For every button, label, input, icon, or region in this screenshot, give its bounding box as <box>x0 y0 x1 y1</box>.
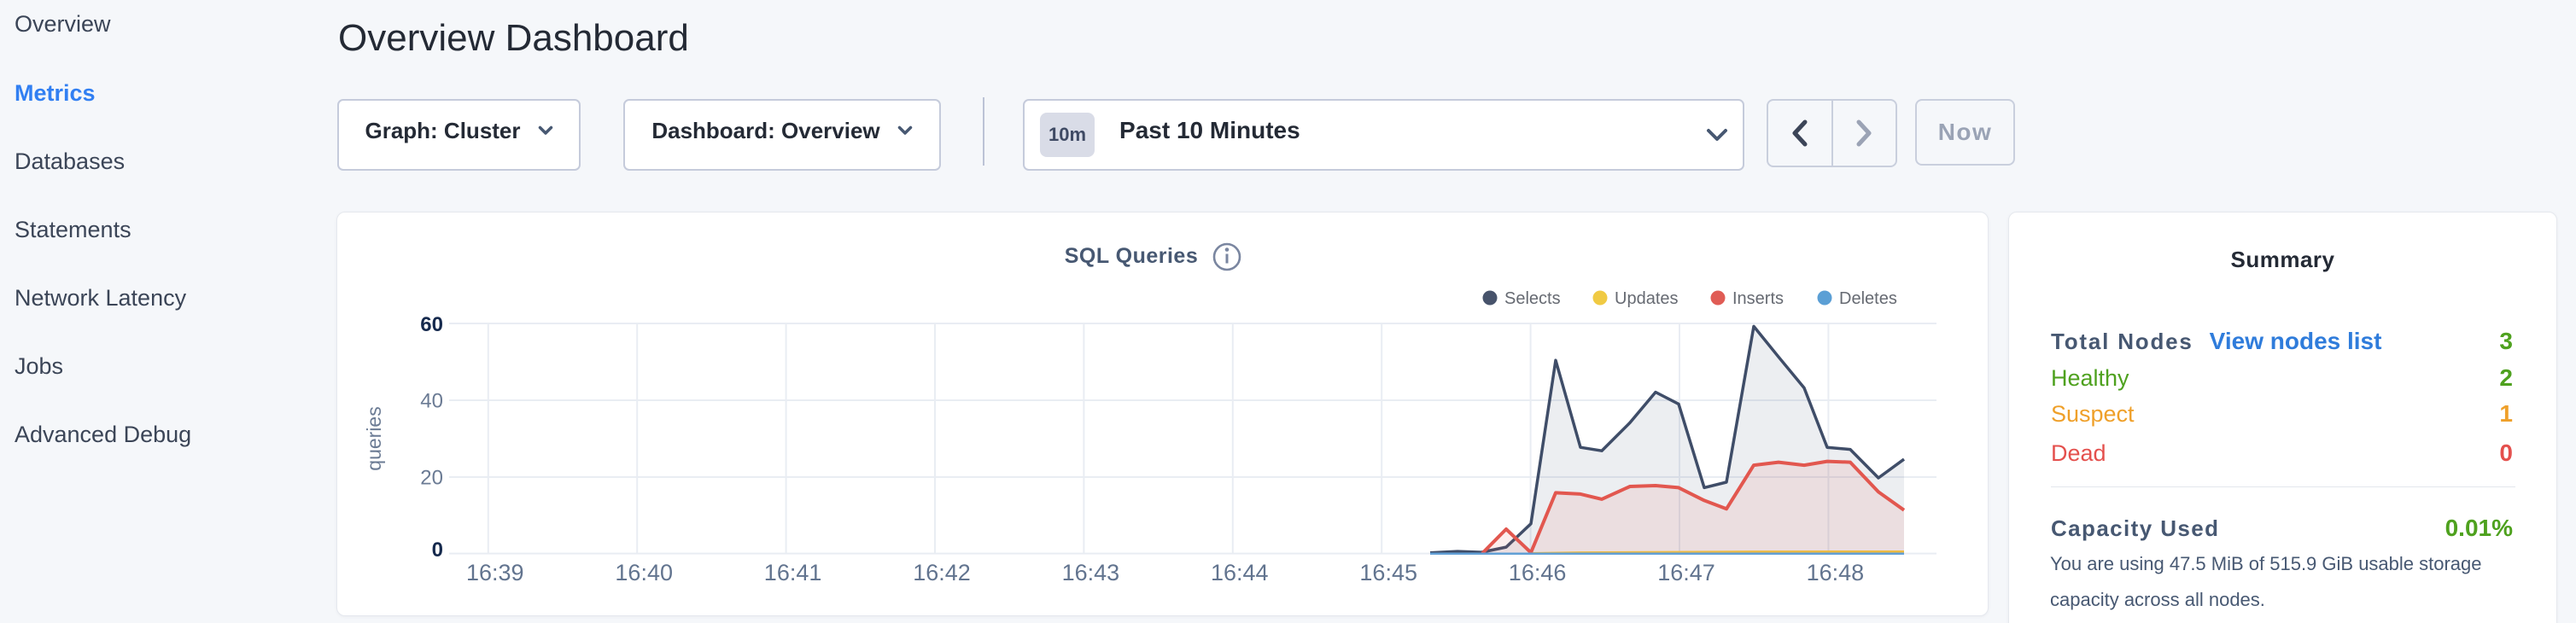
svg-text:40: 40 <box>420 390 443 413</box>
svg-text:60: 60 <box>420 313 443 336</box>
svg-text:16:45: 16:45 <box>1359 560 1417 585</box>
svg-text:16:47: 16:47 <box>1657 560 1715 585</box>
svg-text:16:43: 16:43 <box>1062 560 1120 585</box>
svg-text:16:40: 16:40 <box>615 560 673 585</box>
svg-text:0: 0 <box>432 539 443 562</box>
svg-text:16:39: 16:39 <box>466 560 524 585</box>
svg-text:16:42: 16:42 <box>913 560 971 585</box>
svg-text:16:44: 16:44 <box>1211 560 1269 585</box>
svg-text:queries: queries <box>363 406 385 470</box>
svg-text:Selects: Selects <box>1504 289 1561 308</box>
svg-text:SQL Queries: SQL Queries <box>1065 244 1199 268</box>
svg-text:16:46: 16:46 <box>1509 560 1567 585</box>
svg-text:Updates: Updates <box>1615 289 1679 308</box>
svg-text:16:48: 16:48 <box>1807 560 1865 585</box>
svg-text:16:41: 16:41 <box>764 560 822 585</box>
svg-text:Inserts: Inserts <box>1732 289 1784 308</box>
svg-text:Deletes: Deletes <box>1839 289 1897 308</box>
svg-text:20: 20 <box>420 467 443 490</box>
